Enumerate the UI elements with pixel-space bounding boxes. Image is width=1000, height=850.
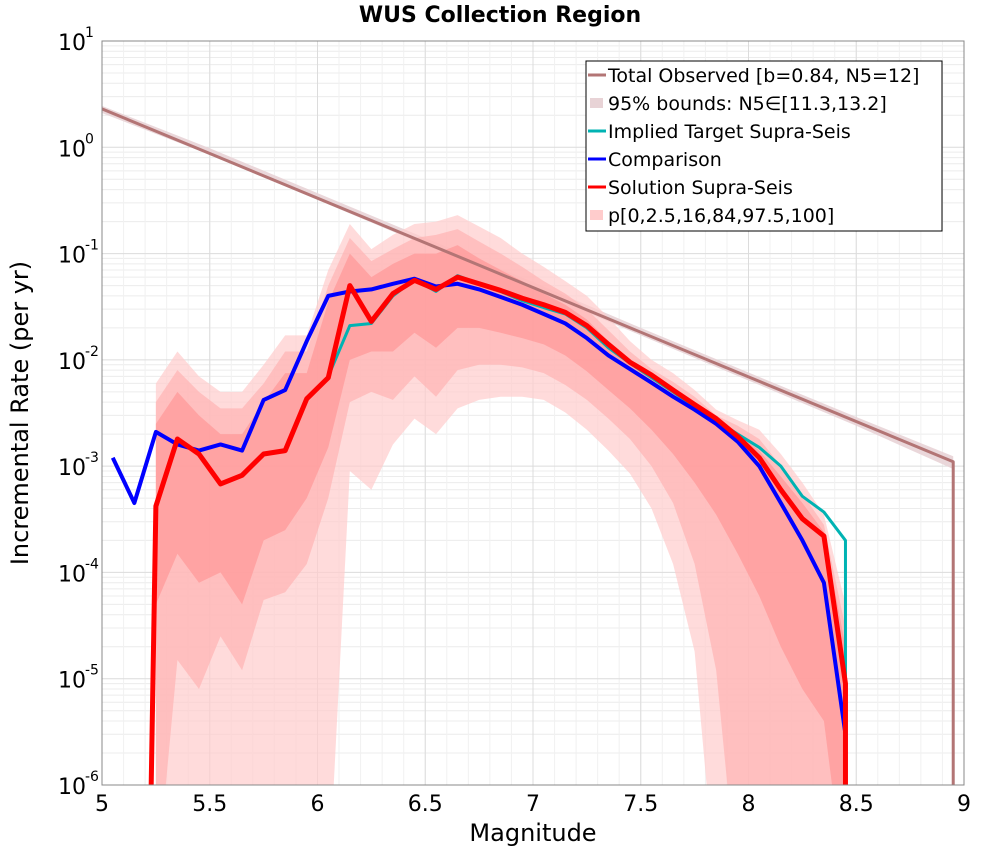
x-tick-label: 6 [311, 792, 325, 817]
legend-swatch [590, 210, 603, 220]
y-tick-label: 10 -5 [58, 663, 99, 694]
legend-label: Total Observed [b=0.84, N5=12] [607, 65, 919, 87]
y-tick-base: 10 [58, 350, 86, 375]
legend-item: 95% bounds: N5∈[11.3,13.2] [590, 93, 887, 115]
y-tick-exponent: -2 [85, 344, 99, 360]
y-tick-exponent: -6 [85, 769, 99, 785]
y-tick-base: 10 [58, 669, 86, 694]
y-tick-base: 10 [58, 562, 86, 587]
y-tick-label: 10 0 [58, 131, 94, 162]
plot-frame [101, 40, 965, 786]
legend-swatch [590, 98, 603, 108]
x-tick-label: 7.5 [623, 792, 658, 817]
y-tick-base: 10 [58, 244, 86, 269]
x-axis-title: Magnitude [469, 819, 596, 847]
x-tick-label: 8.5 [839, 792, 874, 817]
y-tick-label: 10 -2 [58, 344, 99, 375]
x-tick-label: 5 [95, 792, 109, 817]
y-tick-exponent: -4 [85, 556, 99, 572]
y-tick-base: 10 [58, 31, 86, 56]
y-tick-label: 10 -6 [58, 769, 99, 800]
y-tick-base: 10 [58, 775, 86, 800]
y-axis-title: Incremental Rate (per yr) [6, 261, 34, 565]
x-tick-label: 8 [742, 792, 756, 817]
series-comparison [110, 276, 848, 785]
y-tick-exponent: 0 [85, 131, 94, 147]
series-solution-supra-seis [148, 274, 848, 785]
legend-label: p[0,2.5,16,84,97.5,100] [608, 205, 834, 227]
legend-label: Comparison [608, 149, 722, 171]
chart-title: WUS Collection Region [359, 3, 641, 28]
legend: Total Observed [b=0.84, N5=12] 95% bounds… [585, 60, 943, 232]
series-lines [102, 107, 955, 785]
y-tick-label: 10 1 [58, 25, 94, 56]
y-tick-exponent: -5 [85, 663, 99, 679]
y-tick-label: 10 -3 [58, 450, 99, 481]
y-tick-exponent: 1 [85, 25, 94, 41]
legend-label: 95% bounds: N5∈[11.3,13.2] [608, 93, 887, 115]
x-tick-label: 5.5 [192, 792, 227, 817]
y-tick-base: 10 [58, 137, 86, 162]
y-tick-label: 10 -4 [58, 556, 99, 587]
legend-label: Solution Supra-Seis [608, 177, 793, 199]
y-tick-exponent: -1 [85, 238, 99, 254]
y-tick-base: 10 [58, 456, 86, 481]
legend-item: Comparison [588, 149, 722, 171]
legend-item: Total Observed [b=0.84, N5=12] [588, 65, 919, 87]
x-axis-ticks: 5 5.5 6 6.5 7 7.5 8 8.5 9 [95, 792, 971, 817]
x-tick-label: 9 [957, 792, 971, 817]
y-tick-label: 10 -1 [58, 238, 99, 269]
legend-box [585, 60, 943, 232]
series-total-observed-b-0-84-n5-12- [102, 107, 955, 785]
legend-label: Implied Target Supra-Seis [608, 121, 851, 143]
x-tick-label: 6.5 [408, 792, 443, 817]
legend-item: Implied Target Supra-Seis [588, 121, 851, 143]
x-tick-label: 7 [526, 792, 540, 817]
legend-item: p[0,2.5,16,84,97.5,100] [590, 205, 834, 227]
legend-item: Solution Supra-Seis [588, 177, 793, 199]
y-tick-exponent: -3 [85, 450, 99, 466]
